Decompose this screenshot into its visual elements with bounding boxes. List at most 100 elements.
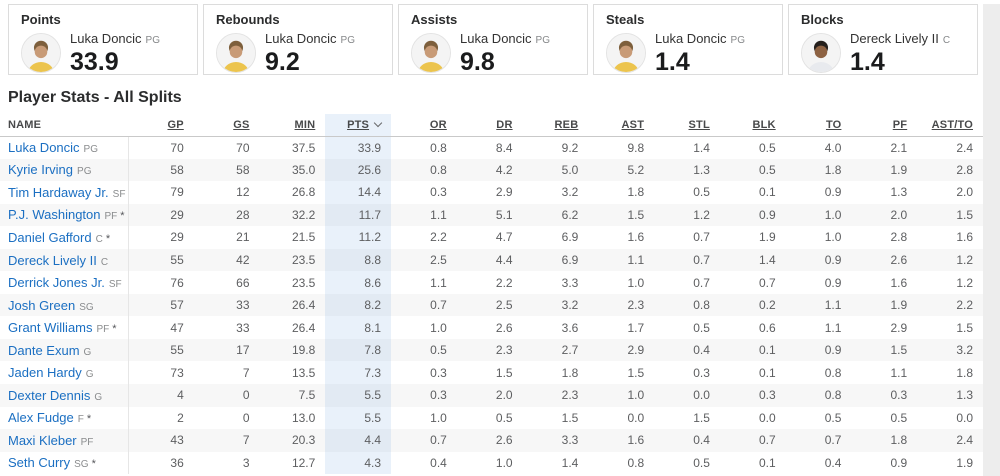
player-name-cell: Jaden Hardy G	[0, 361, 129, 385]
player-position: G	[85, 369, 94, 381]
stat-cell-gp: 70	[170, 140, 184, 155]
column-header-blk[interactable]: BLK	[719, 114, 786, 137]
column-header-label: AST/TO	[931, 118, 973, 131]
player-name-link[interactable]: Luka Doncic	[8, 140, 80, 156]
table-row: Derrick Jones Jr. SF 76 66 23.5 8.6 1.1 2.2 3.3 1…	[0, 271, 983, 294]
column-header-ast[interactable]: AST	[588, 114, 655, 137]
stat-cell-blk: 0.7	[758, 275, 776, 290]
player-note-asterisk: *	[91, 458, 96, 471]
stat-cell-pf: 1.5	[890, 343, 908, 358]
leader-player-position: PG	[730, 35, 745, 46]
stat-cell-stl: 0.7	[693, 230, 710, 245]
leader-player-name[interactable]: Luka Doncic	[460, 31, 532, 46]
leader-player-name[interactable]: Luka Doncic	[70, 31, 142, 46]
column-header-label: MIN	[294, 118, 316, 131]
leader-stat-value: 9.8	[460, 48, 495, 76]
player-name-link[interactable]: Kyrie Irving	[8, 162, 74, 178]
player-name-link[interactable]: Dexter Dennis	[8, 387, 91, 403]
stat-cell-stl: 1.2	[693, 207, 710, 222]
leader-card-steals[interactable]: Steals Luka Doncic PG 1.4	[593, 4, 783, 75]
player-name-link[interactable]: Seth Curry	[8, 455, 71, 471]
stat-cell-pf: 0.9	[890, 455, 908, 470]
stat-cell-min: 26.8	[291, 185, 316, 200]
stat-cell-pts: 11.2	[325, 226, 392, 249]
table-row: Grant Williams PF * 47 33 26.4 8.1 1.0 2.6 3.6 1.7…	[0, 316, 983, 339]
leader-player-name[interactable]: Dereck Lively II	[850, 31, 939, 46]
leader-card-blocks[interactable]: Blocks Dereck Lively II C 1.4	[788, 4, 978, 75]
player-name-link[interactable]: Dante Exum	[8, 342, 80, 358]
column-header-pf[interactable]: PF	[851, 114, 918, 137]
stat-cell-gs: 58	[236, 162, 250, 177]
column-header-label: AST	[621, 118, 645, 131]
stat-cell-blk: 1.9	[758, 230, 776, 245]
leader-player-position: PG	[340, 35, 355, 46]
column-header-name[interactable]: NAME	[0, 114, 128, 137]
player-name-link[interactable]: Dereck Lively II	[8, 252, 97, 268]
stat-cell-pf: 0.5	[890, 410, 908, 425]
stat-cell-or: 0.3	[430, 388, 447, 403]
stat-cell-gp: 29	[170, 230, 184, 245]
stat-cell-ast: 1.1	[627, 253, 645, 267]
player-name-cell: Kyrie Irving PG	[0, 158, 129, 182]
stat-cell-gs: 0	[242, 388, 250, 403]
player-name-link[interactable]: Derrick Jones Jr.	[8, 275, 105, 291]
player-name-link[interactable]: Alex Fudge	[8, 410, 74, 426]
column-header-min[interactable]: MIN	[259, 114, 326, 137]
leader-card-rebounds[interactable]: Rebounds Luka Doncic PG 9.2	[203, 4, 393, 75]
column-header-reb[interactable]: REB	[522, 114, 589, 137]
stat-cell-gp: 4	[177, 388, 184, 403]
player-avatar	[411, 32, 451, 73]
player-name-link[interactable]: Daniel Gafford	[8, 229, 92, 245]
leader-stat-value: 1.4	[850, 48, 885, 76]
stat-cell-gs: 0	[242, 410, 250, 425]
stat-cell-gp: 47	[170, 320, 184, 335]
player-position: PG	[83, 144, 98, 156]
player-position: C	[95, 233, 103, 245]
player-position: PF	[80, 436, 94, 448]
column-header-or[interactable]: OR	[391, 114, 457, 137]
player-note-asterisk: *	[86, 413, 92, 426]
column-header-ast-to[interactable]: AST/TO	[917, 114, 983, 137]
stat-cell-ast-to: 2.0	[956, 185, 973, 200]
player-name-link[interactable]: Josh Green	[8, 297, 76, 313]
stat-cell-ast: 1.5	[627, 365, 645, 380]
leader-player-name[interactable]: Luka Doncic	[265, 31, 337, 46]
column-header-gp[interactable]: GP	[128, 114, 194, 137]
player-name-cell: Derrick Jones Jr. SF	[0, 271, 129, 294]
stat-cell-dr: 2.9	[495, 185, 513, 200]
stat-cell-gp: 55	[170, 343, 184, 358]
leader-card-points[interactable]: Points Luka Doncic PG 33.9	[8, 4, 198, 75]
stat-cell-ast-to: 1.6	[956, 230, 973, 245]
stat-cell-reb: 1.5	[561, 410, 579, 425]
player-name-link[interactable]: P.J. Washington	[8, 207, 101, 223]
stat-cell-gs: 70	[236, 140, 250, 155]
stat-cell-min: 26.4	[291, 298, 316, 313]
player-name-link[interactable]: Maxi Kleber	[8, 432, 77, 448]
player-name-link[interactable]: Jaden Hardy	[8, 365, 82, 381]
column-header-label: BLK	[752, 118, 776, 131]
leader-player-name[interactable]: Luka Doncic	[655, 31, 727, 46]
stat-cell-pts: 4.4	[325, 429, 392, 452]
column-header-pts[interactable]: PTS	[325, 114, 392, 137]
table-row: Seth Curry SG * 36 3 12.7 4.3 0.4 1.0 1.4 0.8 0.5 0.…	[0, 451, 983, 475]
stat-cell-or: 1.0	[430, 320, 447, 335]
column-header-dr[interactable]: DR	[456, 114, 523, 137]
table-row: Daniel Gafford C * 29 21 21.5 11.2 2.2 4.7 6.9 1.6…	[0, 226, 983, 249]
column-header-stl[interactable]: STL	[654, 114, 720, 137]
column-header-to[interactable]: TO	[785, 114, 852, 137]
leader-card-assists[interactable]: Assists Luka Doncic PG 9.8	[398, 4, 588, 75]
stat-cell-to: 1.1	[824, 320, 842, 335]
player-position: SG	[79, 301, 94, 313]
player-position: SF	[108, 279, 122, 291]
column-header-gs[interactable]: GS	[193, 114, 260, 137]
leader-category-label: Points	[21, 12, 61, 27]
player-name-link[interactable]: Tim Hardaway Jr.	[8, 184, 109, 200]
stat-cell-gs: 17	[236, 343, 250, 358]
stat-cell-blk: 1.4	[758, 253, 776, 267]
stat-cell-or: 0.7	[430, 433, 447, 448]
player-name-link[interactable]: Grant Williams	[8, 320, 93, 336]
stat-cell-to: 0.9	[824, 185, 842, 200]
stat-cell-ast: 1.7	[627, 320, 645, 335]
column-header-label: GS	[233, 118, 250, 131]
leader-player-position: PG	[535, 35, 550, 46]
